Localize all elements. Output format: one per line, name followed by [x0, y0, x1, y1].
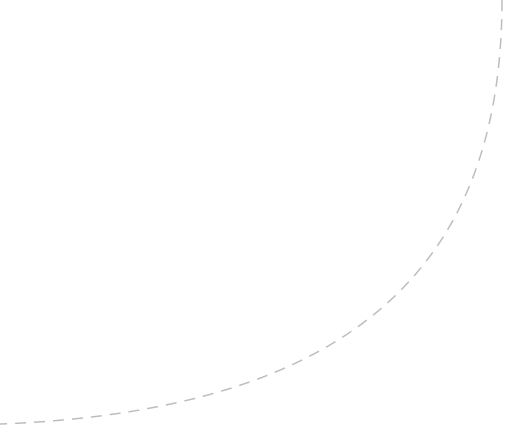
- dashed-curve: [0, 0, 503, 425]
- canvas: [0, 0, 505, 426]
- background: [0, 0, 505, 426]
- page: (() => { const data = JSON.parse(documen…: [0, 0, 505, 426]
